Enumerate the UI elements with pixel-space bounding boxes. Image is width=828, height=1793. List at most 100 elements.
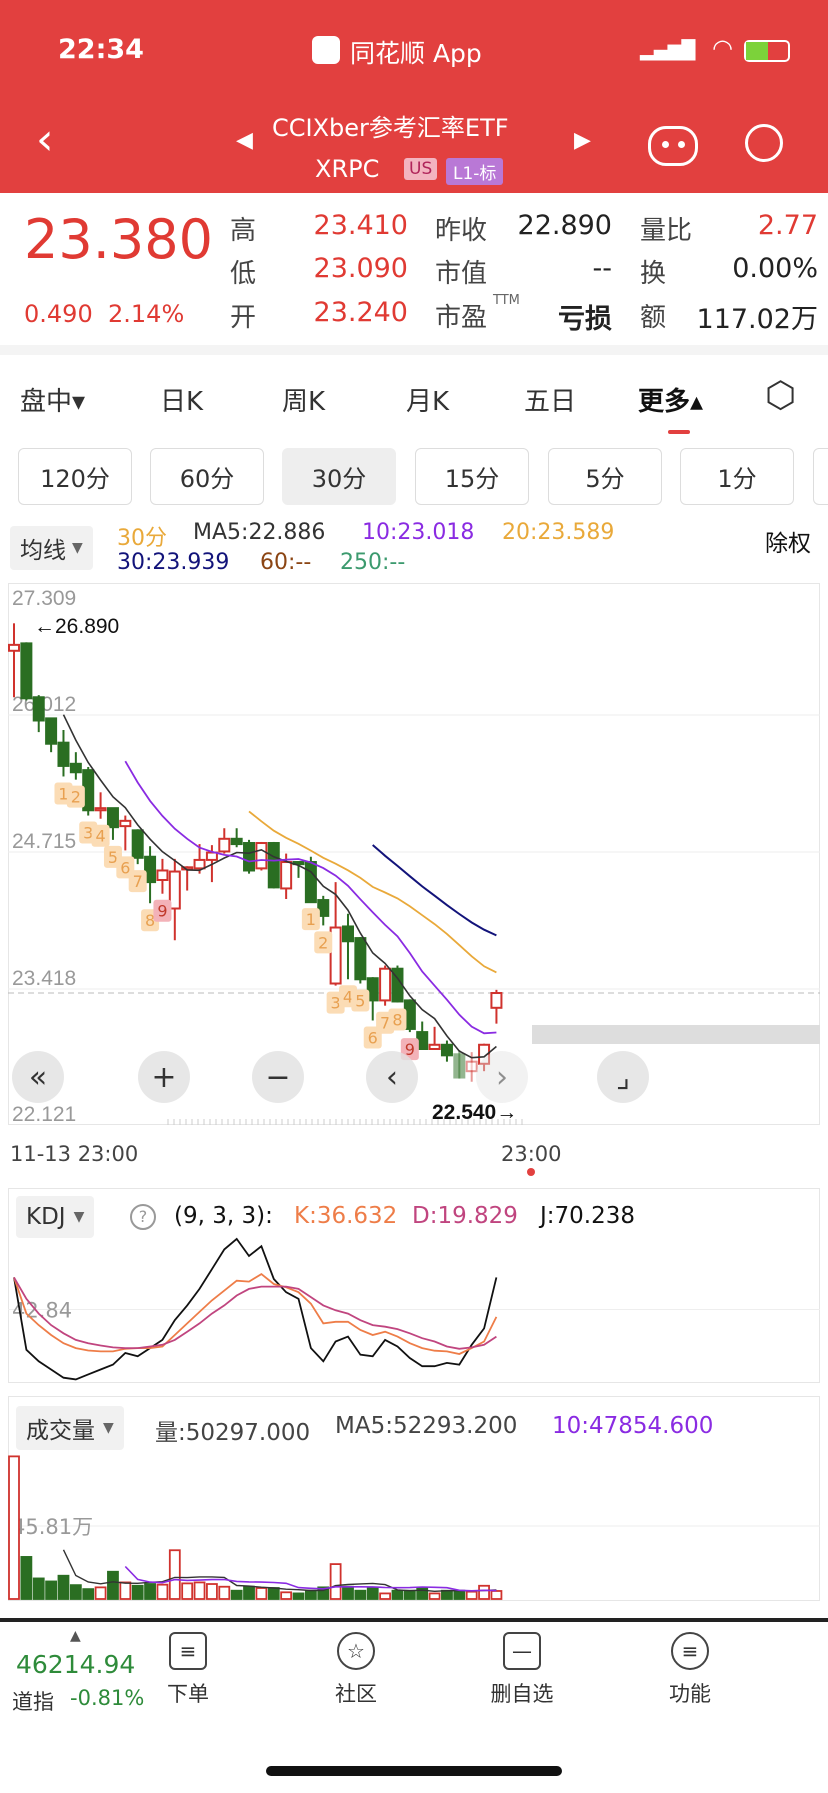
quote-label: 低 <box>230 259 257 289</box>
ma5-value: MA5:22.886 <box>193 520 326 545</box>
candle-up <box>168 870 181 910</box>
y-tick-label: 23.418 <box>12 967 76 990</box>
candle-up <box>205 851 218 861</box>
candlestick-chart[interactable]: 27.30926.01224.71523.41822.1211234567891… <box>8 583 820 1125</box>
home-indicator <box>266 1766 562 1776</box>
candle-up <box>218 837 231 853</box>
x-label-end: 23:00 <box>501 1142 562 1166</box>
period-button[interactable]: 60分 <box>150 448 264 505</box>
robot-icon[interactable] <box>648 126 698 166</box>
tab-0[interactable]: 盘中▾ <box>20 387 86 417</box>
wifi-icon: ◠ <box>712 34 733 62</box>
nav-document[interactable]: ≡ 下单 <box>133 1632 243 1708</box>
settings-icon[interactable]: ⬡ <box>765 375 797 416</box>
td-mark-bg <box>91 824 110 847</box>
candle-up <box>193 858 206 870</box>
candle-down <box>341 925 354 943</box>
help-icon[interactable]: ? <box>130 1204 156 1230</box>
candle-up <box>280 861 293 890</box>
volume-bar-down <box>267 1587 280 1600</box>
double-chevron-left-icon[interactable]: « <box>12 1051 64 1103</box>
volume-value: 量:50297.000 <box>155 1420 311 1446</box>
volume-panel[interactable]: 45.81万 <box>8 1396 820 1601</box>
nav-star-circle[interactable]: ☆ 社区 <box>301 1632 411 1708</box>
search-icon[interactable] <box>745 124 783 162</box>
index-up-icon: ▲ <box>70 1628 81 1644</box>
back-icon[interactable]: ‹ <box>36 114 54 165</box>
td-mark-label: 4 <box>343 987 353 1006</box>
chevron-right-icon[interactable]: › <box>476 1051 528 1103</box>
index-name: 道指 <box>12 1690 54 1714</box>
ma30-value: 30:23.939 <box>117 550 230 575</box>
candle-down <box>45 717 58 745</box>
td-mark-label: 2 <box>71 788 81 807</box>
volume-bar-down <box>45 1580 58 1600</box>
volume-bar-down <box>354 1589 367 1600</box>
td-mark-label: 2 <box>318 933 328 952</box>
period-button[interactable]: 5分 <box>548 448 662 505</box>
period-button[interactable]: 1分 <box>680 448 794 505</box>
volume-bar-up <box>379 1592 392 1600</box>
td-mark-bg <box>66 785 85 808</box>
volume-selector-label: 成交量 <box>26 1418 95 1444</box>
td-mark-label: 4 <box>95 827 105 846</box>
adjust-toggle[interactable]: 除权 <box>765 531 811 557</box>
candle-down <box>304 861 317 904</box>
nav-menu-circle[interactable]: ≡ 功能 <box>635 1632 745 1708</box>
bottom-bar-border <box>0 1618 828 1622</box>
nav-label: 下单 <box>167 1682 209 1706</box>
dropdown-icon: ▼ <box>72 540 83 556</box>
volume-selector[interactable]: 成交量 ▼ <box>16 1406 124 1450</box>
volume-bar-down <box>342 1585 354 1600</box>
td-mark-bg <box>388 1008 407 1031</box>
candle-down <box>20 642 33 700</box>
td-mark-label: 5 <box>355 992 365 1011</box>
prev-stock-icon[interactable]: ◀ <box>236 128 253 153</box>
period-button-more[interactable] <box>813 448 828 505</box>
document-icon: ≡ <box>169 1632 207 1670</box>
tab-5[interactable]: 更多▴ <box>638 387 704 417</box>
nav-minus-box[interactable]: — 删自选 <box>467 1632 577 1708</box>
tab-1[interactable]: 日K <box>160 387 204 417</box>
volume-bar-up <box>478 1584 490 1600</box>
period-button[interactable]: 120分 <box>18 448 132 505</box>
td-mark-bg <box>301 908 320 931</box>
ma30-line <box>372 844 497 937</box>
volume-ma5: MA5:52293.200 <box>335 1413 518 1439</box>
fullscreen-icon[interactable]: ⌟ <box>597 1051 649 1103</box>
index-change: -0.81% <box>70 1686 145 1710</box>
volume-bar-down <box>391 1589 404 1600</box>
volume-bar-down <box>292 1592 305 1600</box>
k-value: K:36.632 <box>294 1203 398 1229</box>
candle-down <box>440 1043 453 1057</box>
period-button[interactable]: 15分 <box>415 448 529 505</box>
zoom-out-icon[interactable]: − <box>252 1051 304 1103</box>
chevron-left-icon[interactable]: ‹ <box>366 1051 418 1103</box>
quote-value: 2.77 <box>757 210 818 241</box>
ma-period: 30分 <box>117 526 167 551</box>
indicator-label: KDJ <box>26 1204 66 1230</box>
next-stock-icon[interactable]: ▶ <box>574 128 591 153</box>
quote-label: 额 <box>640 303 667 333</box>
tab-3[interactable]: 月K <box>406 387 450 417</box>
ma-selector[interactable]: 均线 ▼ <box>10 526 93 570</box>
last-price-tag <box>532 1025 820 1044</box>
volume-bar-down <box>317 1586 330 1600</box>
volume-bar-up <box>119 1581 132 1600</box>
zoom-in-icon[interactable]: + <box>138 1051 190 1103</box>
kdj-panel[interactable]: 42.84 <box>8 1188 820 1383</box>
max-price-label: ←26.890 <box>34 615 119 638</box>
volume-ma10: 10:47854.600 <box>552 1413 714 1439</box>
x-label-start: 11-13 23:00 <box>10 1142 139 1166</box>
td-mark-label: 5 <box>108 848 118 867</box>
volume-bar-up <box>428 1592 441 1600</box>
tab-2[interactable]: 周K <box>282 387 326 417</box>
tab-4[interactable]: 五日 <box>524 387 577 417</box>
indicator-selector[interactable]: KDJ ▼ <box>16 1196 95 1238</box>
volume-bar-down <box>441 1589 453 1600</box>
volume-bar-down <box>107 1570 119 1600</box>
candle-down <box>354 937 367 981</box>
star-circle-icon: ☆ <box>337 1632 375 1670</box>
period-button[interactable]: 30分 <box>282 448 396 505</box>
index-value[interactable]: 46214.94 <box>16 1650 136 1679</box>
